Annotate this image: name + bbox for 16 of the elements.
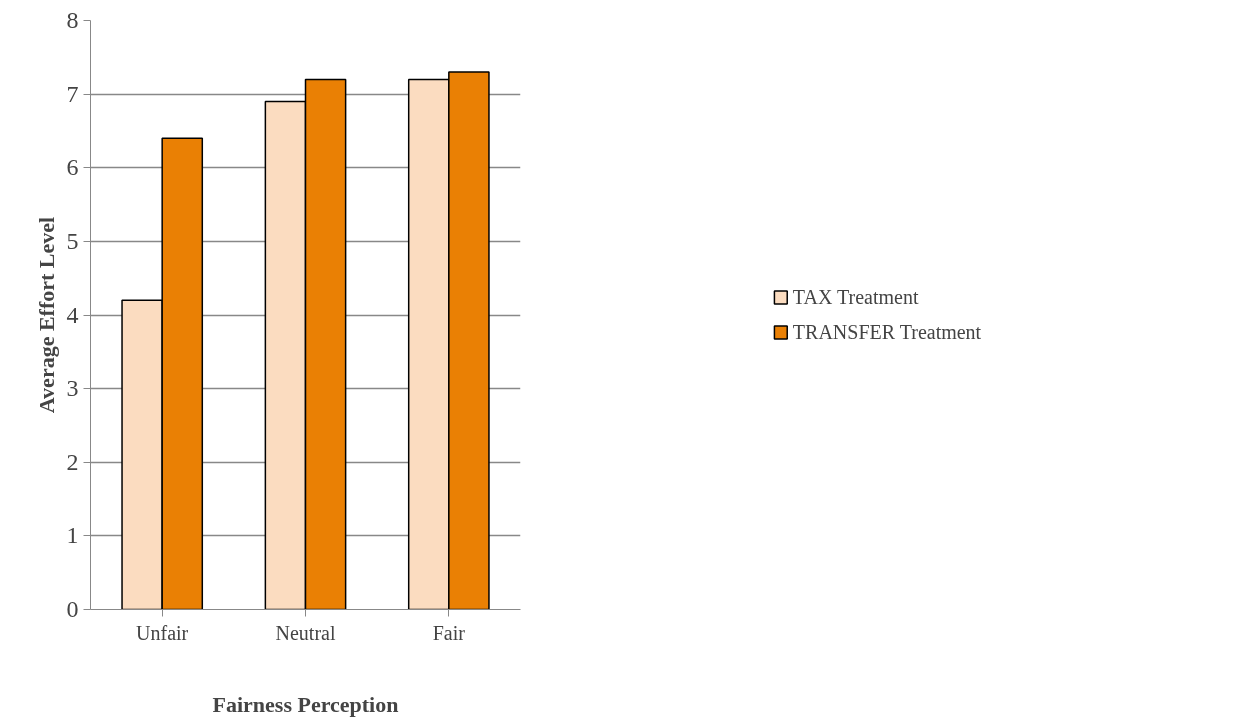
x-axis-title: Fairness Perception [212, 691, 399, 717]
y-tick-label: 3 [66, 375, 79, 402]
y-tick-label: 7 [66, 80, 79, 107]
y-tick-label: 1 [66, 522, 79, 549]
y-tick-label: 6 [66, 154, 79, 181]
y-tick-label: 0 [66, 596, 79, 622]
x-tick-label: Fair [432, 621, 466, 644]
y-axis-title: Average Effort Level [33, 216, 59, 414]
y-tick-label: 4 [66, 301, 79, 328]
legend-label: TRANSFER Treatment [792, 320, 982, 344]
x-tick-label: Unfair [136, 621, 189, 644]
x-tick-label: Neutral [275, 621, 336, 644]
y-tick-label: 8 [66, 7, 79, 33]
legend-label: TAX Treatment [792, 285, 919, 309]
y-tick-label: 5 [66, 227, 79, 254]
y-tick-label: 2 [66, 448, 79, 475]
